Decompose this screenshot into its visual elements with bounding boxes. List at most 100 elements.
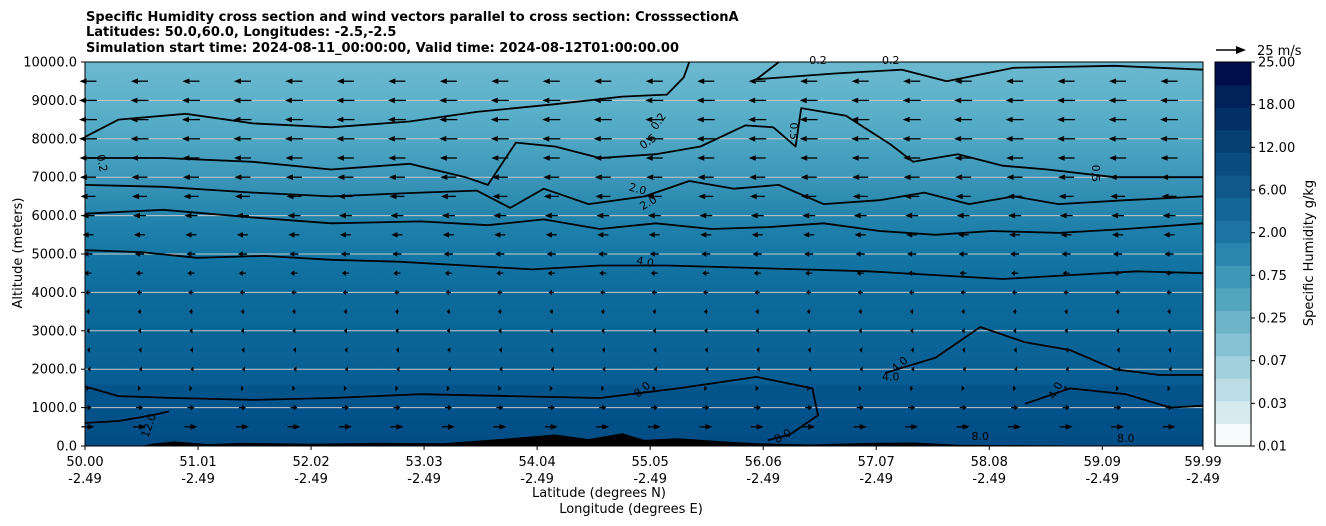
wind-vector-head xyxy=(911,366,915,372)
wind-vector xyxy=(1112,232,1124,238)
wind-vector-head xyxy=(490,136,498,142)
wind-vector xyxy=(181,97,200,104)
wind-vector xyxy=(388,78,406,84)
wind-vector-head xyxy=(240,385,244,392)
wind-vector-head xyxy=(343,385,347,392)
x-axis-label-line-2: Longitude (degrees E) xyxy=(559,502,703,517)
wind-vector xyxy=(387,116,406,123)
wind-vector xyxy=(493,212,507,219)
wind-vector-head xyxy=(653,404,658,411)
wind-vector xyxy=(542,116,561,123)
wind-vector xyxy=(749,193,765,200)
wind-vector xyxy=(547,270,555,276)
wind-vector-head xyxy=(859,366,863,372)
quiver-key: 25 m/s xyxy=(1216,44,1302,59)
wind-vector xyxy=(182,78,200,84)
wind-vector xyxy=(646,174,663,180)
wind-vector xyxy=(338,212,352,219)
wind-vector xyxy=(137,308,142,315)
wind-vector-head xyxy=(799,116,807,123)
wind-vector xyxy=(1108,97,1127,104)
wind-vector xyxy=(959,404,967,411)
wind-vector xyxy=(79,116,97,123)
wind-vector-head xyxy=(338,212,346,219)
wind-vector xyxy=(1160,116,1179,123)
x-tick-label-lat: 55.05 xyxy=(632,455,669,470)
wind-vector-head xyxy=(902,136,910,142)
wind-vector xyxy=(548,289,554,296)
wind-vector xyxy=(1057,78,1075,84)
contour-line-2-0 xyxy=(84,208,1204,236)
wind-vector xyxy=(542,155,560,161)
wind-vector-head xyxy=(1059,212,1067,219)
wind-vector-head xyxy=(190,424,198,430)
wind-vector-head xyxy=(393,270,398,276)
colorbar-segment xyxy=(1215,152,1251,176)
wind-vector-head xyxy=(190,404,195,411)
wind-vector xyxy=(1162,424,1176,430)
wind-vector-head xyxy=(499,424,507,430)
wind-vector xyxy=(1065,366,1069,372)
wind-vector-head xyxy=(139,404,143,411)
wind-vector xyxy=(1057,97,1076,104)
wind-vector xyxy=(903,78,921,84)
wind-vector xyxy=(181,136,200,142)
wind-vector-head xyxy=(447,347,451,353)
wind-vector xyxy=(86,308,90,315)
x-tick-label-lat: 52.02 xyxy=(292,455,329,470)
wind-vector-head xyxy=(542,136,550,142)
wind-vector-head xyxy=(549,328,553,334)
wind-vector-head xyxy=(439,97,447,104)
wind-vector-head xyxy=(86,328,90,334)
wind-vector xyxy=(753,270,761,276)
wind-vector xyxy=(287,424,301,430)
wind-vector-head xyxy=(696,136,704,142)
wind-vector-head xyxy=(85,289,89,296)
wind-vector-head xyxy=(1160,97,1168,104)
wind-vector-head xyxy=(445,289,449,296)
wind-vector-head xyxy=(440,193,448,200)
wind-vector-head xyxy=(498,308,502,315)
x-tick-label-lat: 54.04 xyxy=(519,455,556,470)
wind-vector xyxy=(1005,116,1024,123)
wind-vector xyxy=(749,174,766,180)
wind-vector xyxy=(1010,251,1020,257)
x-tick-label-lat: 57.07 xyxy=(858,455,895,470)
wind-vector xyxy=(956,212,970,219)
wind-vector xyxy=(284,97,303,104)
colorbar-label: Specific Humidity g/kg xyxy=(1302,180,1317,326)
contour-label: 0.5 xyxy=(787,122,800,140)
wind-vector xyxy=(909,289,915,296)
wind-vector-head xyxy=(496,270,501,276)
wind-vector-head xyxy=(808,404,813,411)
wind-vector-head xyxy=(647,212,655,219)
wind-vector xyxy=(851,155,869,161)
wind-vector-head xyxy=(1117,404,1122,411)
colorbar-segment xyxy=(1215,310,1251,334)
wind-vector xyxy=(805,404,813,411)
wind-vector xyxy=(498,308,502,315)
wind-vector xyxy=(391,232,403,238)
wind-vector xyxy=(905,212,919,219)
wind-vector xyxy=(186,251,196,257)
wind-vector xyxy=(1116,347,1120,353)
wind-vector-head xyxy=(653,424,661,430)
wind-vector xyxy=(594,174,611,180)
wind-vector xyxy=(290,270,298,276)
wind-vector-head xyxy=(1116,385,1120,392)
x-tick-label-lat: 59.09 xyxy=(1084,455,1121,470)
wind-vector-head xyxy=(241,347,245,353)
wind-vector xyxy=(800,155,818,161)
wind-vector-head xyxy=(599,270,604,276)
x-tick-label-lon: -2.49 xyxy=(633,472,667,487)
wind-vector xyxy=(699,212,713,219)
y-tick-label: 3000.0 xyxy=(32,324,78,339)
wind-vector xyxy=(1164,251,1174,257)
wind-vector-head xyxy=(446,385,450,392)
wind-vector-head xyxy=(1006,174,1014,180)
wind-vector-head xyxy=(339,232,346,238)
wind-vector xyxy=(185,232,197,238)
wind-vector-head xyxy=(955,193,963,200)
wind-vector xyxy=(393,404,401,411)
